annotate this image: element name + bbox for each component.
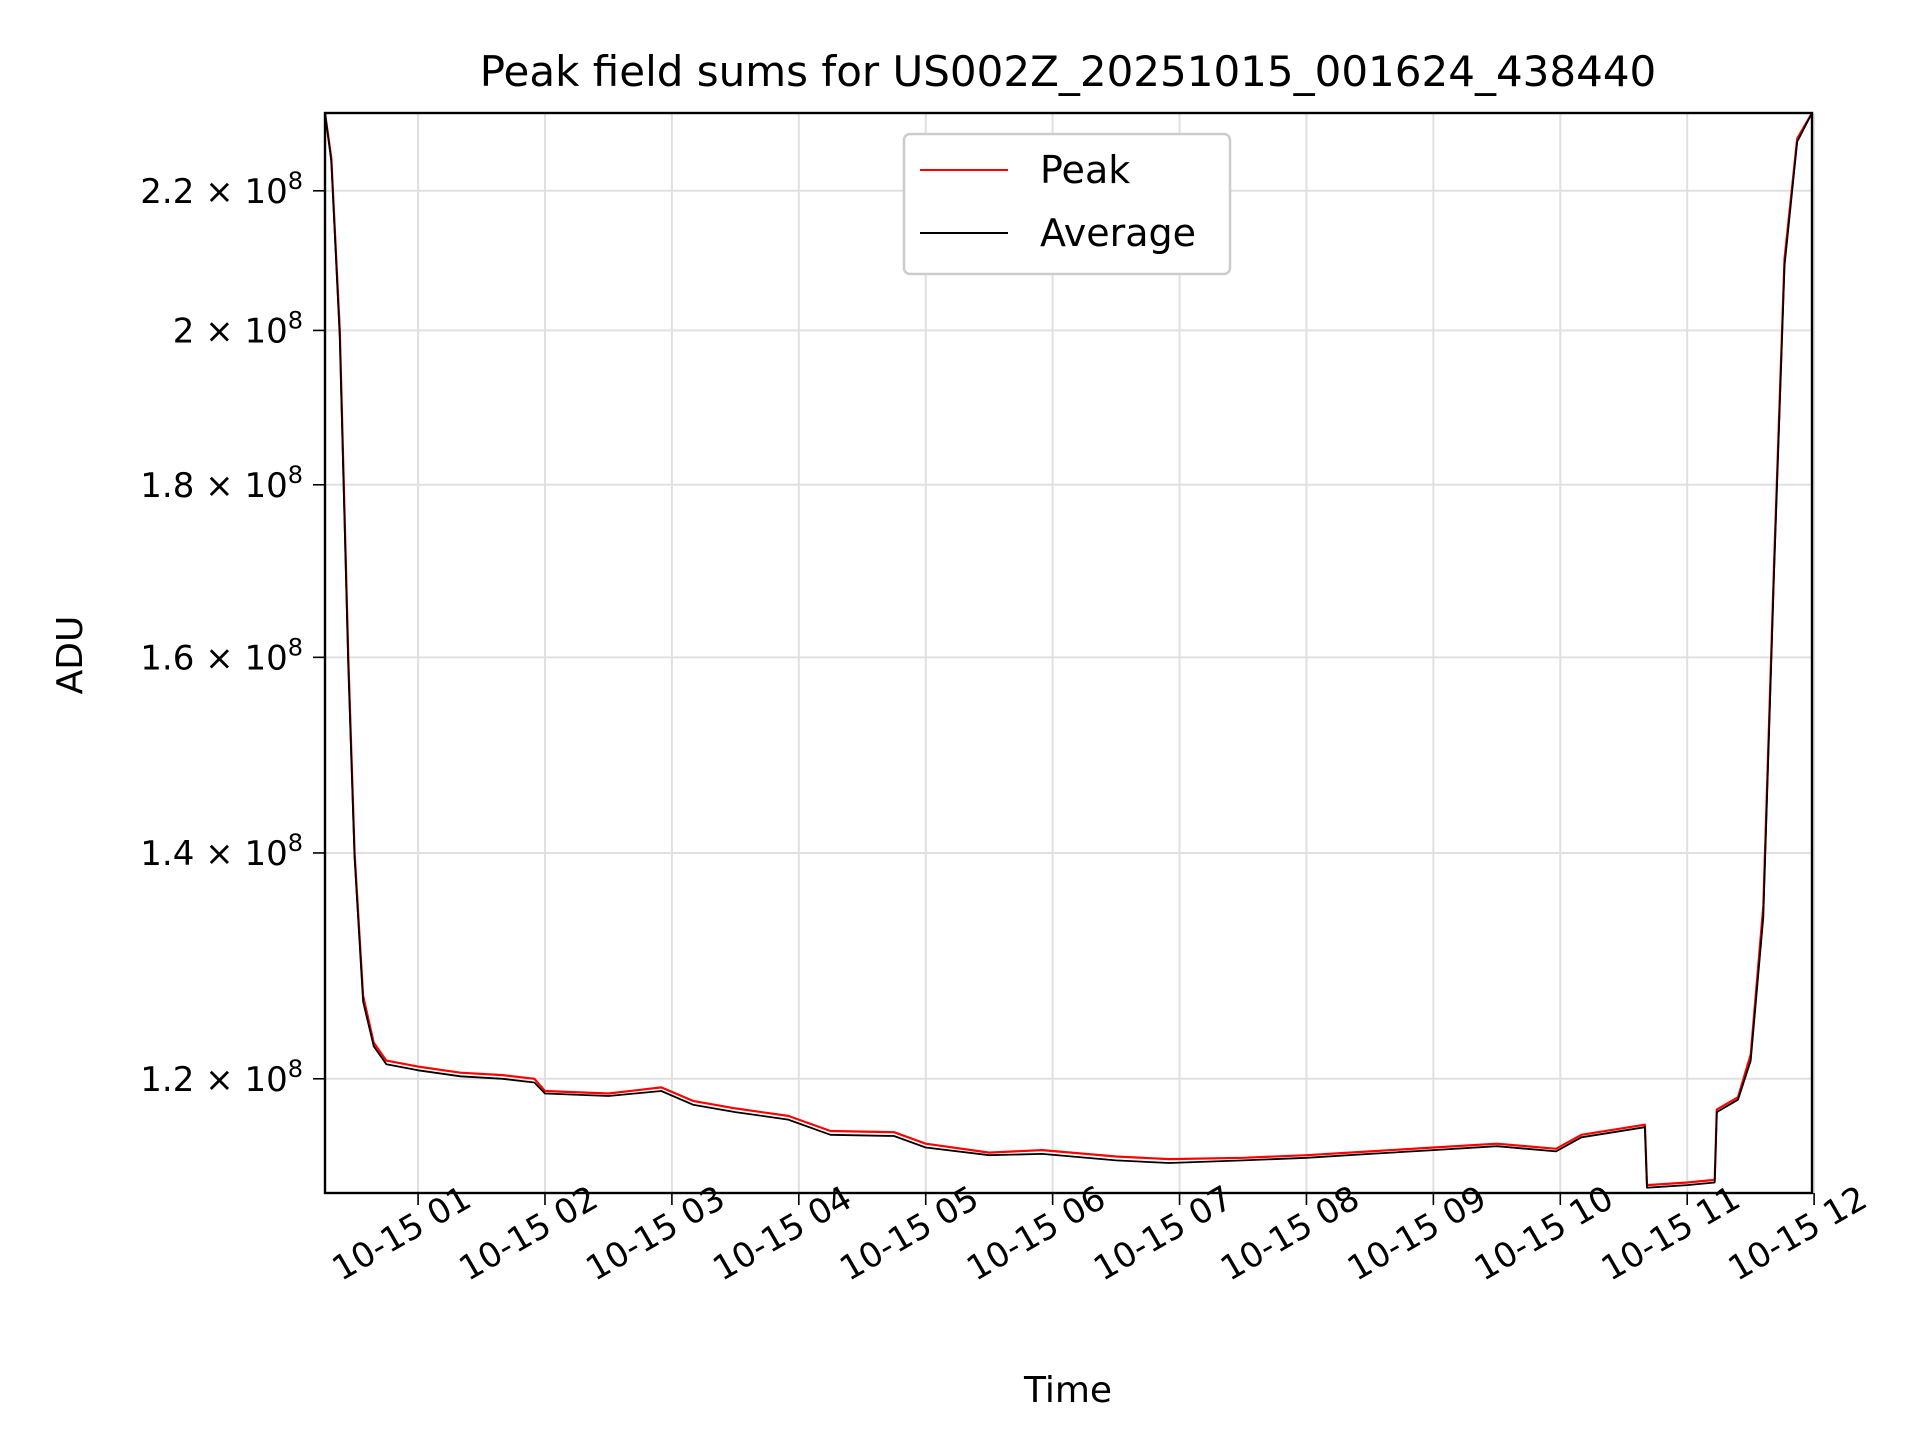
legend-average-label: Average bbox=[1040, 211, 1196, 255]
y-tick-exponent: 8 bbox=[288, 1055, 303, 1083]
y-tick-mantissa: 2 × 10 bbox=[173, 311, 288, 351]
y-tick-mantissa: 1.2 × 10 bbox=[140, 1060, 287, 1100]
chart-title: Peak field sums for US002Z_20251015_0016… bbox=[480, 47, 1657, 96]
y-tick-exponent: 8 bbox=[288, 306, 303, 334]
series-layer bbox=[323, 112, 1813, 1189]
y-tick-mantissa: 1.8 × 10 bbox=[140, 466, 287, 506]
y-tick-exponent: 8 bbox=[288, 633, 303, 661]
y-tick-label: 1.8 × 108 bbox=[140, 461, 303, 506]
y-tick-mantissa: 2.2 × 10 bbox=[140, 172, 287, 212]
y-tick-label: 1.6 × 108 bbox=[140, 633, 303, 678]
legend-peak-label: Peak bbox=[1040, 148, 1130, 192]
y-tick-exponent: 8 bbox=[288, 461, 303, 489]
y-tick-mantissa: 1.6 × 10 bbox=[140, 638, 287, 678]
x-axis-label: Time bbox=[1023, 1370, 1112, 1411]
y-tick-label: 2.2 × 108 bbox=[140, 167, 303, 212]
plot-frame bbox=[323, 111, 1814, 1195]
y-tick-exponent: 8 bbox=[288, 829, 303, 857]
y-tick-label: 1.2 × 108 bbox=[140, 1055, 303, 1100]
y-tick-exponent: 8 bbox=[288, 167, 303, 195]
y-tick-label: 2 × 108 bbox=[173, 306, 303, 351]
y-axis-label: ADU bbox=[50, 616, 91, 695]
series-line-average bbox=[324, 112, 1813, 1189]
y-tick-mantissa: 1.4 × 10 bbox=[140, 834, 287, 874]
legend: Peak Average bbox=[902, 132, 1232, 276]
grid-layer bbox=[325, 113, 1816, 1193]
y-tick-label: 1.4 × 108 bbox=[140, 829, 303, 874]
